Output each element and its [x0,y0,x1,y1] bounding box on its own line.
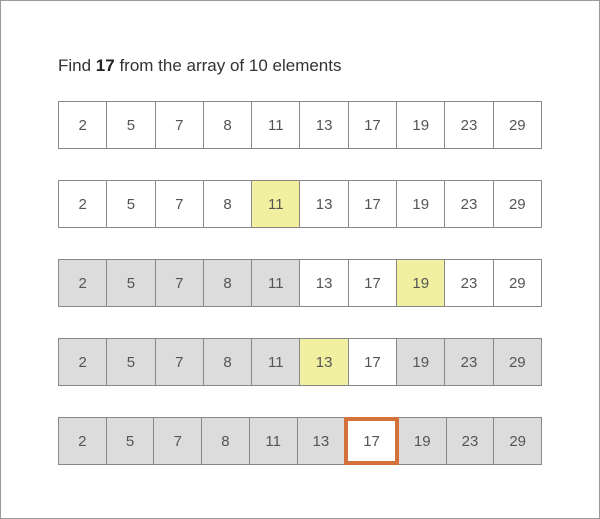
array-cell: 29 [492,101,542,149]
array-cell: 7 [154,338,204,386]
array-cell: 23 [445,417,495,465]
array-cell: 19 [396,101,446,149]
array-cell: 2 [58,259,108,307]
array-row-step-5: 2 5 7 8 11 13 17 19 23 29 [58,417,543,465]
array-cell: 23 [444,101,494,149]
array-cell: 2 [58,101,108,149]
array-cell: 29 [493,417,543,465]
array-cell: 19 [396,338,446,386]
array-row-step-4: 2 5 7 8 11 13 17 19 23 29 [58,338,542,386]
array-cell: 8 [202,338,253,386]
array-cell: 2 [58,417,107,465]
array-cell: 2 [58,338,108,386]
array-cell: 19 [396,180,446,228]
array-cell: 19 [397,417,447,465]
title-target: 17 [95,56,115,75]
array-cell: 17 [347,180,398,228]
array-cell: 8 [202,259,253,307]
array-cell: 29 [492,180,542,228]
array-cell: 5 [106,259,156,307]
array-cell: 19 [396,259,446,307]
array-cell: 23 [444,180,494,228]
array-cell: 23 [444,338,494,386]
title-suffix: from the array of 10 elements [114,56,342,75]
array-cell: 8 [202,101,253,149]
array-row-step-2: 2 5 7 8 11 13 17 19 23 29 [58,180,542,228]
array-cell: 17 [347,259,398,307]
array-cell: 5 [105,417,155,465]
array-cell: 2 [58,180,108,228]
array-cell: 11 [248,417,298,465]
array-cell: 5 [106,180,156,228]
array-cell: 23 [444,259,494,307]
array-cell: 29 [492,338,542,386]
array-cell: 13 [299,338,349,386]
array-cell: 17 [347,101,398,149]
array-cell: 13 [299,180,349,228]
diagram-title: Find 17 from the array of 10 elements [58,56,342,76]
array-cell: 5 [106,338,156,386]
array-cell: 7 [154,180,204,228]
array-cell: 7 [154,259,204,307]
array-cell: 11 [251,259,301,307]
array-row-step-3: 2 5 7 8 11 13 17 19 23 29 [58,259,542,307]
array-cell: 13 [299,259,349,307]
array-cell: 7 [153,417,203,465]
array-cell: 13 [296,417,346,465]
array-cell: 5 [106,101,156,149]
title-prefix: Find [58,56,96,75]
array-cell: 13 [299,101,349,149]
array-row-step-1: 2 5 7 8 11 13 17 19 23 29 [58,101,542,149]
array-cell: 11 [251,180,301,228]
array-cell: 11 [251,338,301,386]
array-cell: 11 [251,101,301,149]
array-cell: 17 [344,417,399,465]
array-cell: 8 [201,417,250,465]
array-cell: 8 [202,180,253,228]
array-cell: 29 [492,259,542,307]
array-cell: 17 [347,338,398,386]
array-cell: 7 [154,101,204,149]
